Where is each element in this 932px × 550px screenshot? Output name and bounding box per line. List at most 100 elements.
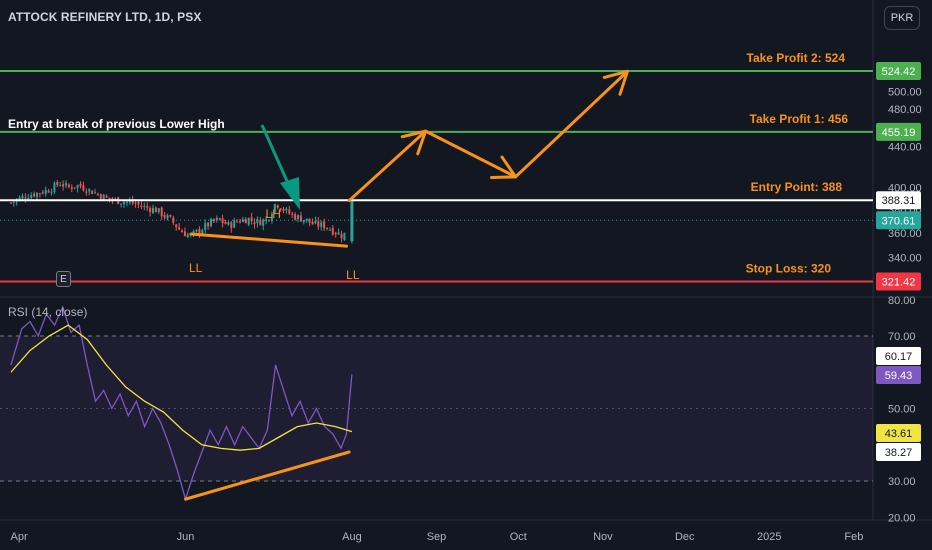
candle-body [67, 184, 70, 187]
candle-body [323, 221, 326, 229]
candle-body [140, 205, 143, 207]
candle-body-last [350, 200, 354, 242]
candle-body [178, 227, 181, 230]
entry-note: Entry at break of previous Lower High [8, 117, 225, 131]
candle-body [79, 183, 82, 187]
candle-body [53, 183, 56, 193]
candle-body [227, 222, 230, 225]
candle-body [30, 195, 33, 198]
candle-body [181, 230, 184, 233]
candle-body [192, 231, 195, 233]
level-badge [876, 272, 921, 291]
rsi-divergence-line [184, 450, 351, 501]
rsi-band-fill [0, 336, 873, 481]
candle-body [102, 194, 105, 200]
candle-body [250, 217, 253, 221]
last-price-badge-label: 370.61 [882, 215, 916, 227]
rsi-badge-label: 59.43 [885, 370, 913, 382]
candle-body [244, 219, 247, 224]
projected-arrowhead [400, 129, 428, 156]
candle-body [146, 206, 149, 208]
candle-body [96, 193, 99, 195]
time-tick-label: Nov [593, 531, 613, 543]
candle-body [221, 218, 224, 224]
candle-body [212, 218, 215, 222]
rsi-badge [876, 366, 921, 384]
level-label: Take Profit 2: 524 [747, 51, 846, 65]
rsi-tick-label: 80.00 [888, 295, 916, 307]
candle-body [108, 197, 111, 200]
level-badge [876, 62, 921, 80]
candle-body [230, 222, 233, 229]
time-tick-label: Sep [427, 531, 447, 543]
candle-body [195, 229, 198, 232]
time-tick-label: Oct [510, 531, 527, 543]
candle-body [311, 221, 314, 225]
candle-body [297, 215, 300, 220]
candle-body [36, 192, 39, 197]
candle-body [18, 197, 21, 201]
candle-body [99, 194, 102, 199]
rsi-tick-label: 70.00 [888, 331, 916, 343]
candle-body [160, 207, 163, 217]
candle-body [47, 190, 50, 193]
candle-body [282, 208, 285, 211]
candle-body [288, 209, 291, 214]
candle-body [70, 187, 73, 189]
currency-button[interactable]: PKR [884, 6, 920, 30]
teal-arrow-shaft [260, 124, 293, 191]
candles-layer [9, 179, 354, 244]
price-tick-label: 480.00 [888, 104, 922, 116]
candle-body [123, 201, 126, 204]
last-price-badge [876, 211, 921, 230]
candle-body [62, 184, 65, 187]
level-badge [876, 191, 921, 210]
rsi-badge-label: 43.61 [885, 428, 913, 440]
candle-body [183, 231, 186, 237]
rsi-badge-label: 38.27 [885, 447, 913, 459]
candle-body [291, 213, 294, 215]
level-label: Take Profit 1: 456 [750, 112, 849, 126]
candle-body [21, 195, 24, 199]
projected-arrowhead [490, 155, 518, 180]
candle-body [262, 219, 265, 226]
candle-body [169, 215, 172, 217]
lows-trendline [189, 232, 348, 248]
candle-body [340, 234, 343, 239]
rsi-ma-line [10, 324, 353, 451]
projected-arrowhead [602, 69, 629, 96]
price-tick-label: 340.00 [888, 252, 922, 264]
candle-body [94, 192, 97, 194]
rsi-tick-label: 30.00 [888, 476, 916, 488]
candle-body [285, 208, 288, 211]
candle-body [154, 207, 157, 213]
candle-body [88, 189, 91, 192]
candle-body [334, 232, 337, 235]
candle-body [207, 222, 210, 227]
candle-body [273, 204, 276, 213]
rsi-tick-label: 20.00 [888, 512, 916, 524]
earnings-event-badge[interactable]: E [56, 271, 71, 287]
candle-body [41, 192, 44, 194]
candle-body [56, 181, 59, 186]
candle-body [241, 219, 244, 222]
candle-body [105, 196, 108, 198]
candle-body [201, 230, 204, 234]
candle-body [308, 218, 311, 223]
candle-body [172, 217, 175, 223]
candle-body [111, 198, 114, 200]
candle-body [91, 190, 94, 195]
candle-body [276, 205, 279, 208]
candle-body [85, 191, 88, 193]
candle-body [320, 222, 323, 227]
label-ll-2: LL [346, 268, 360, 282]
time-tick-label: Dec [675, 531, 695, 543]
candle-body [120, 203, 123, 205]
rsi-badge [876, 424, 921, 442]
candle-body [163, 214, 166, 218]
candle-body [265, 219, 268, 221]
candle-body [343, 232, 346, 241]
candle-body [337, 232, 340, 235]
